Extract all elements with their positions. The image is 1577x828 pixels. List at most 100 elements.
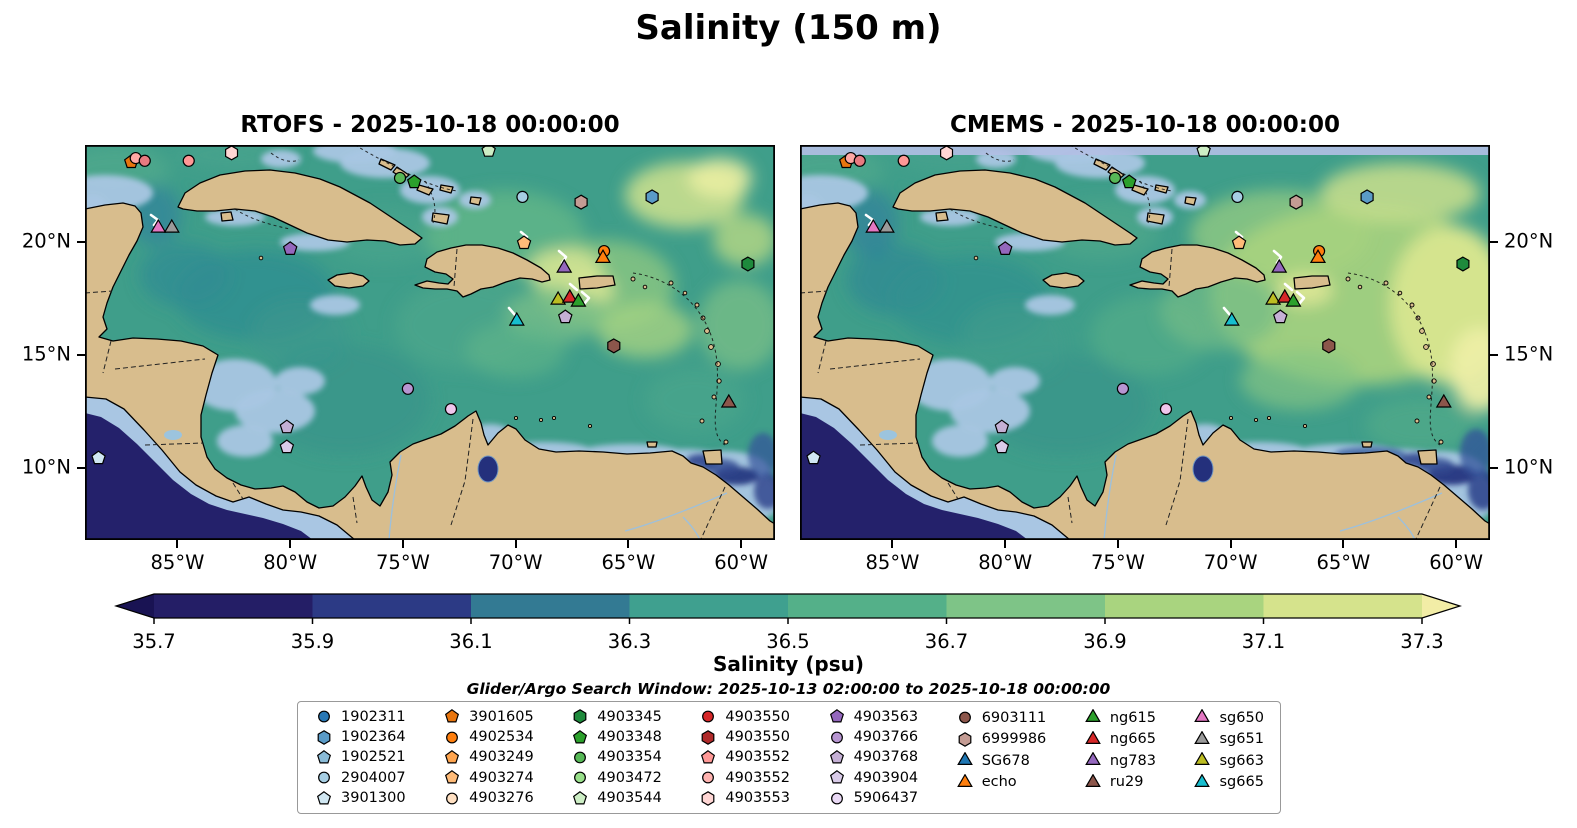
hexagon-marker-icon <box>317 729 331 745</box>
legend-item: 4903354 <box>570 749 662 767</box>
pentagon-marker-icon <box>316 750 332 764</box>
map-marker-4903345 <box>741 256 755 272</box>
lon-tick-mark <box>1342 540 1345 548</box>
country-border <box>829 358 921 370</box>
triangle-marker-icon <box>956 752 973 765</box>
legend-column: 4903550 4903550 4903552 4903552 4903553 <box>698 708 790 807</box>
circle-marker-icon <box>958 711 971 724</box>
small-island <box>973 255 979 261</box>
map-marker-legend-ng665 <box>1085 730 1101 744</box>
triangle-marker-icon <box>1085 773 1101 787</box>
land-mass <box>439 184 454 194</box>
map-marker-4903274 <box>1231 235 1247 250</box>
legend-item: 4903544 <box>570 789 662 807</box>
pentagon-marker-icon <box>829 750 844 764</box>
country-border <box>1168 248 1173 288</box>
legend-item-label: ru29 <box>1109 774 1144 790</box>
pentagon-marker-icon <box>829 770 844 784</box>
legend: 1902311 1902364 1902521 2904007 3901300 39016… <box>297 701 1281 814</box>
map-marker-sg650 <box>150 218 167 233</box>
country-border <box>102 340 112 374</box>
dashed-coastline <box>424 180 436 224</box>
small-island <box>682 290 688 296</box>
colorbar-tick-label: 36.3 <box>607 630 652 653</box>
map-frame <box>800 145 1490 540</box>
legend-item: 4903553 <box>698 789 790 807</box>
map-marker-legend-4903766 <box>830 731 843 744</box>
lon-tick-mark <box>176 540 179 548</box>
map-marker-4903345 <box>1456 256 1470 272</box>
land-mass <box>177 169 423 246</box>
small-island <box>715 361 721 367</box>
country-border <box>947 482 959 500</box>
legend-item-label: 1902364 <box>341 729 406 746</box>
land-mass <box>892 169 1138 246</box>
country-border <box>1067 496 1073 524</box>
lat-tick-mark <box>77 466 85 469</box>
river <box>1339 492 1443 532</box>
small-island <box>708 344 714 350</box>
map-marker-ru29 <box>1435 393 1452 408</box>
map-marker-6999986 <box>1289 194 1303 210</box>
map-marker-legend-4903345 <box>573 709 587 725</box>
small-island <box>1426 394 1432 400</box>
map-marker-sg651 <box>878 218 895 233</box>
legend-column: 3901605 4902534 4903249 4903274 4903276 <box>442 708 534 807</box>
land-mass <box>578 275 616 290</box>
small-island <box>630 276 636 282</box>
legend-item-label: 1902311 <box>341 708 406 725</box>
map-marker-5906437 <box>444 402 458 416</box>
colorbar-tick-label: 35.7 <box>132 630 176 653</box>
map-marker-ng615 <box>570 292 587 307</box>
map-marker-sg663 <box>550 290 567 305</box>
legend-item: 4903550 <box>698 708 790 726</box>
legend-item: 3901300 <box>314 789 406 807</box>
map-marker-sg665 <box>1223 311 1240 326</box>
country-border <box>800 290 828 294</box>
map-marker-ng615 <box>1285 292 1302 307</box>
legend-item: ng665 <box>1083 730 1156 749</box>
lon-tick-mark <box>289 540 292 548</box>
country-border <box>1415 486 1441 540</box>
map-marker-legend-4903553 <box>702 790 715 806</box>
map-marker-echo <box>1309 249 1327 264</box>
triangle-marker-icon <box>1194 730 1211 744</box>
legend-item-label: 4903904 <box>853 769 919 786</box>
dashed-coastline <box>270 152 300 162</box>
map-marker-legend-4903563 <box>829 709 844 723</box>
small-island <box>694 302 700 308</box>
lon-tick-label: 75°W <box>376 551 430 574</box>
map-marker-4903544 <box>481 145 496 157</box>
lon-tick-label: 80°W <box>263 551 318 574</box>
legend-item-label: 4903472 <box>597 769 662 786</box>
pacific-ocean <box>800 413 1028 540</box>
country-border <box>700 486 726 540</box>
lon-tick-label: 65°W <box>1316 551 1371 574</box>
legend-item-label: 4903345 <box>597 708 662 725</box>
country-border <box>450 418 474 526</box>
platform-markers <box>806 145 1470 465</box>
legend-item-label: 6999986 <box>981 731 1047 747</box>
small-island <box>1419 328 1425 334</box>
small-island <box>1414 418 1420 424</box>
lon-tick-mark <box>1229 540 1232 548</box>
map-marker-1902364 <box>1360 189 1374 205</box>
legend-item: 4903904 <box>827 769 919 787</box>
legend-item-label: 4903768 <box>853 749 919 766</box>
land-mass <box>646 441 658 448</box>
map-marker-ng665 <box>561 288 578 303</box>
map-marker-echo <box>594 249 612 264</box>
country-border <box>817 340 827 374</box>
map-marker-legend-SG678 <box>956 752 973 765</box>
country-border <box>232 482 244 500</box>
land-mass <box>1093 158 1111 171</box>
colorbar-tick-label: 36.1 <box>449 630 493 653</box>
lake-maracaibo <box>477 455 499 483</box>
lon-tick-mark <box>891 540 894 548</box>
lon-tick-label: 80°W <box>978 551 1033 574</box>
small-island <box>1345 276 1351 282</box>
small-island <box>711 394 717 400</box>
circle-marker-icon <box>574 771 587 784</box>
small-island <box>1357 284 1363 290</box>
lon-tick-label: 60°W <box>1429 551 1484 574</box>
